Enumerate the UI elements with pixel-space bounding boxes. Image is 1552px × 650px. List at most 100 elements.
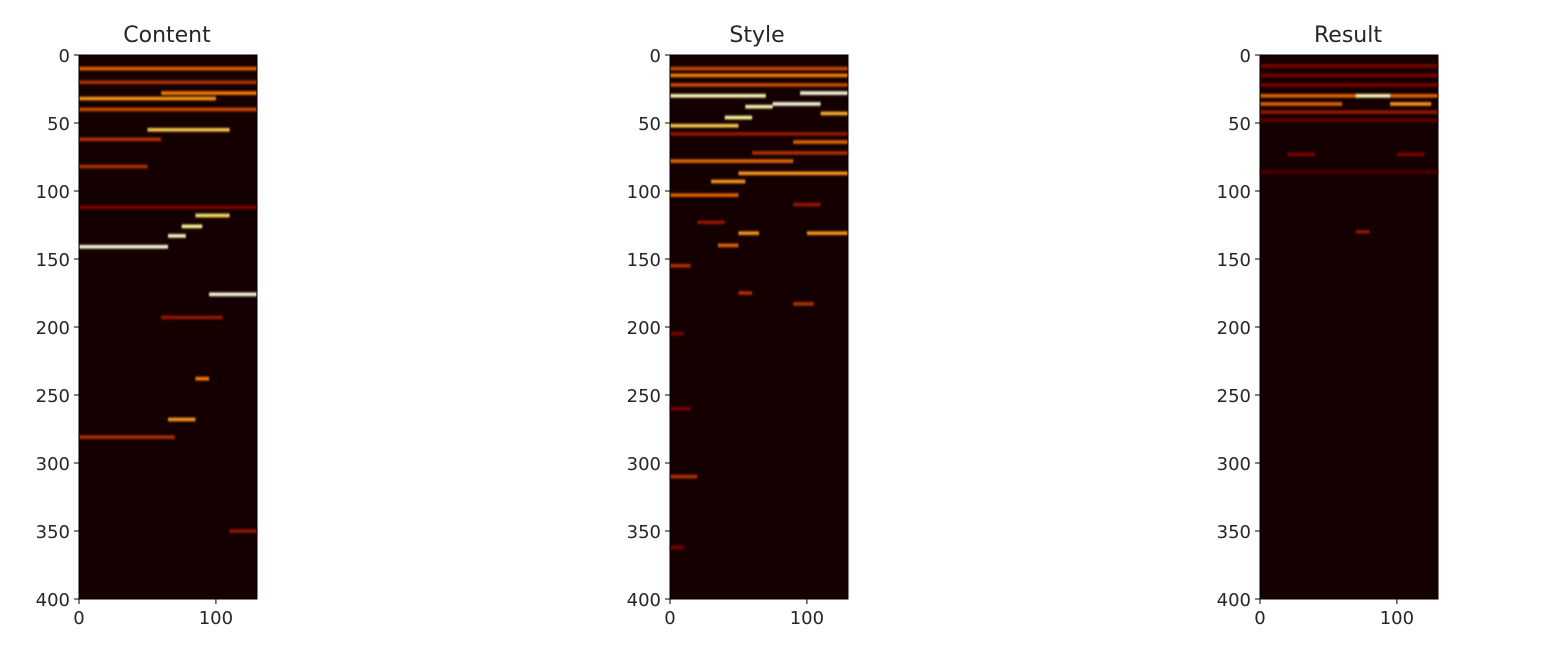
style-heatmap-band [738, 231, 759, 235]
style-heatmap-band [670, 193, 739, 197]
content-y-tick-label: 400 [36, 590, 70, 611]
result-heatmap-band [1260, 94, 1438, 98]
result-heatmap-band [1260, 118, 1438, 123]
content-heatmap-cells [79, 66, 257, 533]
style-y-tick-label: 400 [627, 590, 661, 611]
style-y-tick-label: 300 [627, 454, 661, 475]
content-heatmap-band [168, 234, 186, 238]
style-heatmap-band [793, 202, 821, 207]
style-heatmap-band [800, 91, 848, 95]
content-heatmap-band [79, 205, 257, 210]
style-y-tick-label: 350 [627, 522, 661, 543]
result-heatmap-band [1287, 152, 1315, 157]
result-title: Result [1314, 23, 1382, 48]
style-heatmap-band [670, 332, 684, 336]
result-heatmap-band [1260, 170, 1438, 174]
content-heatmap-band [79, 244, 168, 249]
style-heatmap-band [670, 132, 848, 136]
result-y-tick-label: 200 [1217, 318, 1251, 339]
result-y-tick-label: 0 [1240, 46, 1251, 67]
content-heatmap-band [181, 224, 203, 229]
style-y-tick-label: 50 [638, 114, 661, 135]
result-y-tick-label: 400 [1217, 590, 1251, 611]
content-y-tick-label: 200 [36, 318, 70, 339]
content-heatmap-band [161, 315, 223, 320]
result-heatmap-band [1260, 110, 1438, 114]
style-heatmap-band [752, 151, 848, 155]
style-heatmap-band [806, 231, 848, 235]
result-heatmap-band [1355, 94, 1391, 98]
content-heatmap-band [161, 91, 257, 95]
result-heatmap-band [1390, 102, 1432, 106]
result-y-tick-label: 50 [1228, 114, 1251, 135]
content-heatmap-band [195, 376, 210, 381]
style-heatmap-background [670, 55, 848, 599]
content-heatmap-band [147, 128, 230, 132]
result-heatmap-background [1260, 55, 1438, 599]
style-y-tick-label: 100 [627, 182, 661, 203]
result-y-tick-label: 250 [1217, 386, 1251, 407]
style-heatmap-band [670, 545, 684, 550]
style-heatmap-band [711, 179, 746, 184]
result-heatmap-band [1260, 73, 1438, 78]
content-y-tick-label: 0 [59, 46, 70, 67]
content-heatmap-band [79, 435, 175, 439]
style-heatmap-band [820, 111, 848, 116]
style-heatmap-band [670, 159, 794, 163]
style-heatmap-band [738, 171, 848, 176]
result-y-tick-label: 300 [1217, 454, 1251, 475]
content-heatmap-band [79, 137, 162, 142]
content-y-tick-label: 150 [36, 250, 70, 271]
result-x-tick-label: 100 [1380, 608, 1414, 629]
content-heatmap-band [79, 80, 257, 84]
content-heatmap-band [195, 213, 230, 218]
content-x-tick-label: 100 [199, 608, 233, 629]
result-heatmap-band [1260, 102, 1343, 106]
result-y-tick-label: 100 [1217, 182, 1251, 203]
style-x-tick-label: 0 [664, 608, 675, 629]
result-heatmap-cells [1260, 64, 1438, 234]
style-heatmap-band [745, 104, 773, 109]
content-heatmap-band [79, 66, 257, 71]
result-heatmap-band [1260, 64, 1438, 68]
content-y-tick-label: 50 [47, 114, 70, 135]
style-heatmap-cells [670, 66, 848, 550]
style-heatmap-band [697, 220, 725, 225]
style-heatmap-band [772, 102, 821, 106]
content-heatmap-band [79, 107, 257, 112]
style-heatmap-band [670, 83, 848, 87]
style-heatmap-band [670, 94, 766, 98]
content-y-tick-label: 350 [36, 522, 70, 543]
style-y-tick-label: 200 [627, 318, 661, 339]
result-heatmap-band [1260, 83, 1438, 87]
style-title: Style [729, 23, 784, 48]
content-title: Content [123, 23, 211, 48]
content-heatmap-band [79, 164, 148, 169]
style-heatmap-band [670, 406, 691, 411]
style-y-tick-label: 150 [627, 250, 661, 271]
style-heatmap-band [670, 73, 848, 78]
result-y-tick-label: 350 [1217, 522, 1251, 543]
style-x-tick-label: 100 [790, 608, 824, 629]
style-heatmap-band [724, 115, 753, 120]
style-heatmap-band [738, 291, 753, 295]
result-x-tick-label: 0 [1254, 608, 1265, 629]
content-heatmap-band [79, 96, 216, 101]
result-y-tick-label: 150 [1217, 250, 1251, 271]
result-heatmap-band [1396, 152, 1425, 157]
content-heatmap-background [79, 55, 257, 599]
content-y-tick-label: 100 [36, 182, 70, 203]
style-y-tick-label: 0 [650, 46, 661, 67]
content-heatmap-band [209, 292, 257, 297]
style-heatmap-band [793, 302, 814, 306]
style-heatmap-band [670, 264, 691, 268]
content-y-tick-label: 300 [36, 454, 70, 475]
result-heatmap-band [1355, 230, 1370, 234]
style-heatmap-band [717, 243, 739, 248]
style-heatmap-band [670, 123, 739, 128]
style-heatmap-band [670, 66, 848, 71]
